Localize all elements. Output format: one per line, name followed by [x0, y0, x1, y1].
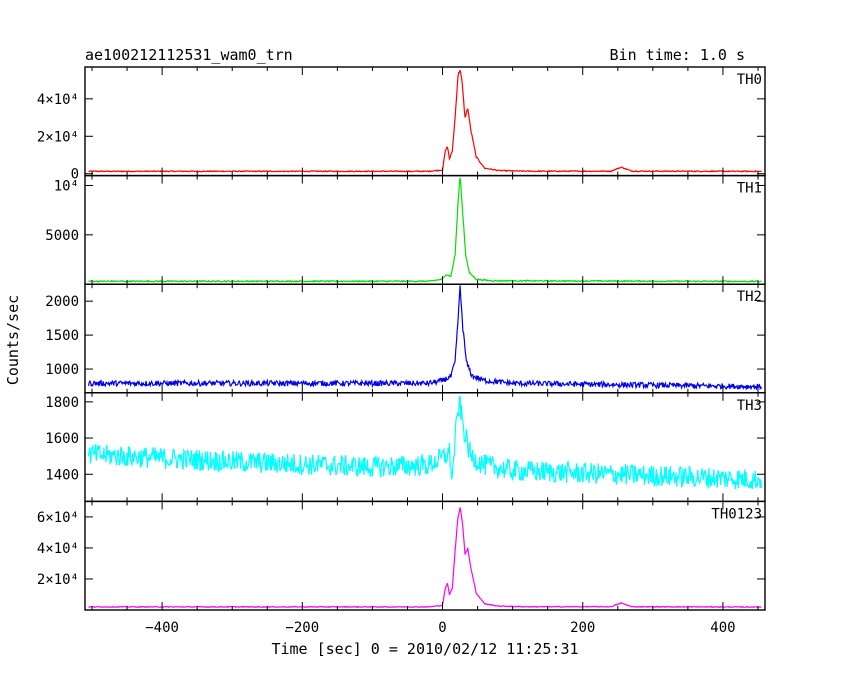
series-line-th3 [87, 395, 763, 490]
y-tick-label: 0 [71, 167, 79, 183]
y-tick-label: 2×10⁴ [37, 572, 79, 588]
series-label-th2: TH2 [737, 289, 762, 305]
y-tick-label: 1800 [45, 395, 79, 411]
x-tick-label: 400 [710, 620, 735, 636]
y-tick-label: 4×10⁴ [37, 541, 79, 557]
chart-title: ae100212112531_wam0_trn [85, 46, 293, 64]
panel-frame-th0 [84, 66, 766, 177]
y-tick-label: 1000 [45, 362, 79, 378]
panel-frame-th1 [84, 174, 766, 285]
y-tick-label: 2×10⁴ [37, 129, 79, 145]
y-axis-label: Counts/sec [4, 295, 22, 385]
series-label-th1: TH1 [737, 181, 762, 197]
x-tick-label: −400 [145, 620, 179, 636]
series-label-th0123: TH0123 [711, 506, 762, 522]
y-tick-label: 6×10⁴ [37, 510, 79, 526]
y-tick-label: 2000 [45, 294, 79, 310]
series-line-th1 [88, 177, 762, 283]
series-label-th0: TH0 [737, 72, 762, 88]
series-line-th0123 [88, 507, 762, 609]
x-tick-label: 200 [570, 620, 595, 636]
panel-frame-th3 [84, 392, 766, 503]
panel-frame-th2 [84, 283, 766, 394]
series-label-th3: TH3 [737, 398, 762, 414]
x-tick-label: 0 [438, 620, 446, 636]
y-tick-label: 5000 [45, 228, 79, 244]
x-axis-label: Time [sec] 0 = 2010/02/12 11:25:31 [271, 640, 578, 658]
y-tick-label: 4×10⁴ [37, 92, 79, 108]
series-line-th0 [88, 69, 762, 173]
y-tick-label: 10⁴ [54, 178, 79, 194]
panel-frame-th0123 [84, 500, 766, 611]
y-tick-label: 1500 [45, 328, 79, 344]
series-line-th2 [87, 285, 763, 391]
y-tick-label: 1400 [45, 467, 79, 483]
x-tick-label: −200 [285, 620, 319, 636]
bin-time-label: Bin time: 1.0 s [610, 46, 745, 64]
y-tick-label: 1600 [45, 431, 79, 447]
